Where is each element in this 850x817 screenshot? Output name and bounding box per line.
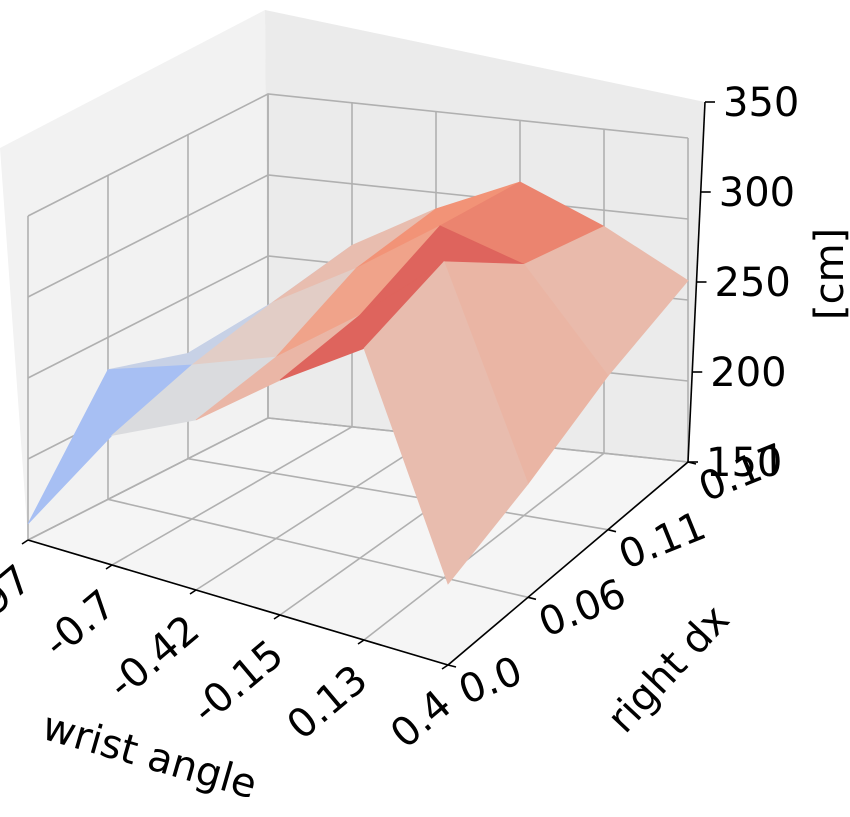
z-tick-label: 250 — [715, 260, 791, 306]
surface-patch — [363, 261, 529, 585]
x-tick-mark — [441, 664, 449, 670]
x-grid-line — [195, 434, 437, 591]
x-tick-label: -0.97 — [0, 556, 40, 658]
y-tick-mark — [447, 664, 457, 668]
x-tick-mark — [273, 614, 281, 620]
z-tick-label: 300 — [719, 170, 795, 216]
y-tick-label: 0.0 — [453, 648, 529, 714]
x-tick-label: 0.13 — [279, 656, 377, 748]
y-tick-label: 0.11 — [613, 503, 713, 579]
x-tick-mark — [105, 564, 113, 570]
x-tick-mark — [357, 639, 365, 645]
y-tick-mark — [527, 596, 537, 601]
y-tick-mark — [607, 528, 617, 533]
x-grid-line — [111, 426, 353, 566]
y-grid-line — [187, 457, 609, 531]
z-tick-label: 150 — [706, 440, 782, 486]
z-tick-label: 350 — [723, 80, 799, 126]
x-tick-label: 0.4 — [382, 681, 460, 757]
y-grid-line — [107, 498, 529, 599]
x-tick-mark — [21, 539, 29, 545]
z-tick-label: 200 — [710, 350, 786, 396]
x-tick-label: -0.7 — [35, 581, 124, 666]
y-axis-line — [447, 461, 689, 666]
z-grid-line — [27, 93, 689, 217]
x-axis-line — [27, 539, 449, 666]
z-axis-label: [cm] — [807, 228, 850, 320]
surface — [27, 181, 689, 585]
x-grid-line — [363, 452, 605, 641]
x-tick-mark — [189, 589, 197, 595]
y-tick-label: 0.06 — [533, 571, 633, 647]
